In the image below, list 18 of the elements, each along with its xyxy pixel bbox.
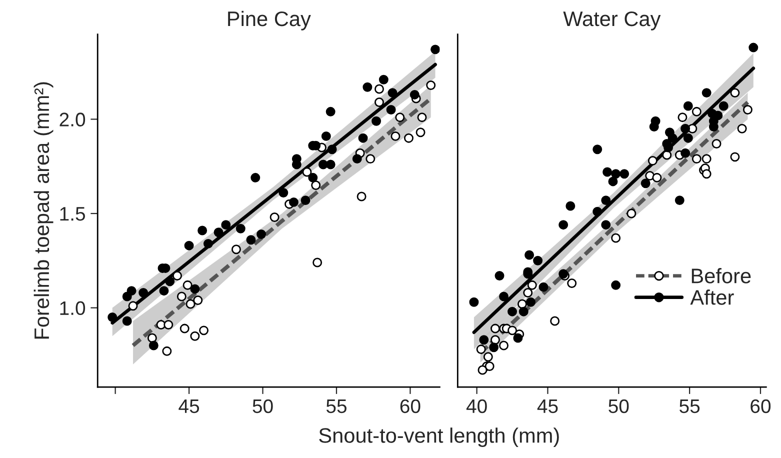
y-tick-label: 2.0 — [60, 112, 86, 126]
chart-title: Water Cay — [563, 11, 661, 30]
legend-label: Before — [692, 268, 751, 284]
y-axis-title: Forelimb toepad area (mm²) — [34, 82, 54, 339]
legend-label: After — [690, 290, 734, 305]
x-tick-label: 50 — [252, 399, 273, 414]
y-tick-label: 1.0 — [60, 301, 86, 316]
x-tick-label: 40 — [466, 399, 487, 414]
x-axis-title: Snout-to-vent length (mm) — [319, 428, 559, 447]
y-tick-label: 1.5 — [60, 207, 86, 221]
x-tick-label: 60 — [750, 399, 771, 414]
x-tick-label: 55 — [326, 400, 346, 414]
x-tick-label: 45 — [537, 400, 558, 414]
x-tick-label: 50 — [608, 399, 629, 414]
x-tick-label: 45 — [178, 400, 200, 414]
chart-title: Pine Cay — [228, 10, 311, 30]
x-tick-label: 55 — [680, 400, 700, 414]
x-tick-label: 60 — [400, 399, 420, 414]
